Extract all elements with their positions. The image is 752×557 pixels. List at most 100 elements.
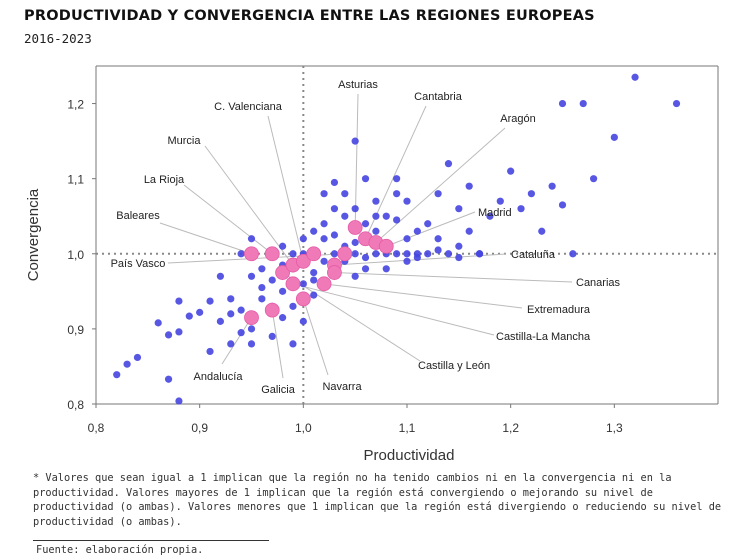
region-point [227, 310, 235, 318]
region-point [289, 250, 297, 258]
region-point [631, 73, 639, 81]
region-point [424, 250, 432, 258]
region-point [330, 231, 339, 239]
region-point [154, 319, 162, 327]
y-tick-label: 0,8 [67, 398, 84, 412]
region-point [434, 235, 442, 243]
region-point [455, 242, 463, 250]
region-point [393, 216, 401, 224]
region-point [237, 306, 245, 314]
region-point [424, 220, 432, 228]
region-point [227, 340, 235, 348]
region-point [258, 295, 266, 303]
spain-region-point [378, 238, 394, 254]
region-point [113, 371, 121, 379]
region-label: Canarias [576, 277, 621, 289]
region-point [320, 220, 328, 228]
reference-lines [96, 66, 718, 404]
region-point [465, 182, 473, 190]
leader-line [271, 310, 284, 379]
spain-region-point [295, 291, 311, 307]
region-point [247, 340, 256, 348]
leader-line [292, 283, 495, 336]
region-point [403, 197, 411, 205]
region-labels: Asturias Cantabria Aragón C. Valenciana Murc… [111, 79, 621, 396]
region-point [393, 175, 401, 183]
region-label: Murcia [167, 135, 201, 147]
x-tick-label: 1,2 [502, 421, 519, 435]
leader-line [159, 222, 252, 255]
region-point [372, 227, 380, 235]
region-point [372, 197, 380, 205]
leader-line [282, 272, 421, 362]
region-point [403, 257, 411, 265]
region-label: Navarra [322, 381, 362, 393]
region-point [393, 190, 401, 198]
region-point [496, 197, 504, 205]
region-point [558, 201, 567, 209]
x-tick-label: 0,8 [88, 421, 105, 435]
leader-line [204, 145, 294, 266]
region-point [382, 212, 390, 220]
leader-line [334, 272, 573, 283]
region-label: Galicia [261, 384, 296, 396]
region-label: Asturias [338, 79, 378, 91]
region-point [330, 178, 339, 187]
region-point [590, 175, 598, 183]
region-point [289, 340, 297, 348]
region-point [237, 250, 245, 258]
region-label: Andalucía [194, 371, 244, 383]
x-tick-label: 1,3 [606, 421, 623, 435]
region-point [341, 212, 349, 220]
region-point [320, 235, 328, 243]
leader-line [302, 298, 329, 376]
y-axis-label: Convergencia [25, 188, 42, 281]
axis-frame [95, 65, 719, 405]
spain-region-point [347, 220, 363, 235]
region-point [382, 265, 390, 273]
region-point [330, 250, 339, 258]
region-point [310, 268, 318, 277]
region-point [351, 137, 359, 145]
region-point [372, 250, 380, 258]
chart-subtitle: 2016-2023 [24, 31, 92, 46]
spain-region-point [264, 246, 280, 262]
leader-line [324, 283, 523, 309]
source-note: Fuente: elaboración propia. [36, 544, 204, 556]
region-point [507, 167, 515, 175]
region-point [434, 246, 442, 254]
region-point [320, 190, 328, 198]
region-point [486, 212, 494, 220]
spain-region-point [264, 302, 280, 318]
leader-line [183, 184, 273, 255]
region-point [123, 360, 131, 368]
axis-ticks: 0,8 0,9 1,0 1,1 1,2 1,3 0,8 0,9 1,0 1,1 1,2 [67, 98, 623, 435]
region-point [455, 253, 463, 262]
region-point [361, 265, 370, 273]
region-label: Cantabria [414, 91, 463, 103]
spain-region-point [275, 265, 291, 280]
region-point [475, 250, 484, 258]
region-point [216, 272, 224, 280]
spain-region-point [327, 265, 342, 280]
region-label: Baleares [116, 210, 160, 222]
region-point [413, 227, 421, 235]
data-points [113, 73, 681, 405]
region-point [403, 250, 411, 258]
leader-line [221, 317, 252, 365]
spain-region-point [316, 276, 332, 292]
region-point [320, 257, 328, 265]
region-label: Castilla-La Mancha [496, 331, 591, 343]
region-point [310, 291, 318, 299]
region-label: Extremadura [527, 304, 591, 316]
region-point [268, 332, 276, 340]
spain-region-point [295, 253, 311, 269]
region-point [538, 227, 546, 235]
region-point [361, 175, 370, 183]
source-divider [33, 540, 269, 541]
x-tick-label: 0,9 [191, 421, 208, 435]
region-point [175, 297, 183, 305]
region-point [310, 227, 318, 235]
region-point [455, 205, 463, 213]
region-point [299, 280, 307, 288]
